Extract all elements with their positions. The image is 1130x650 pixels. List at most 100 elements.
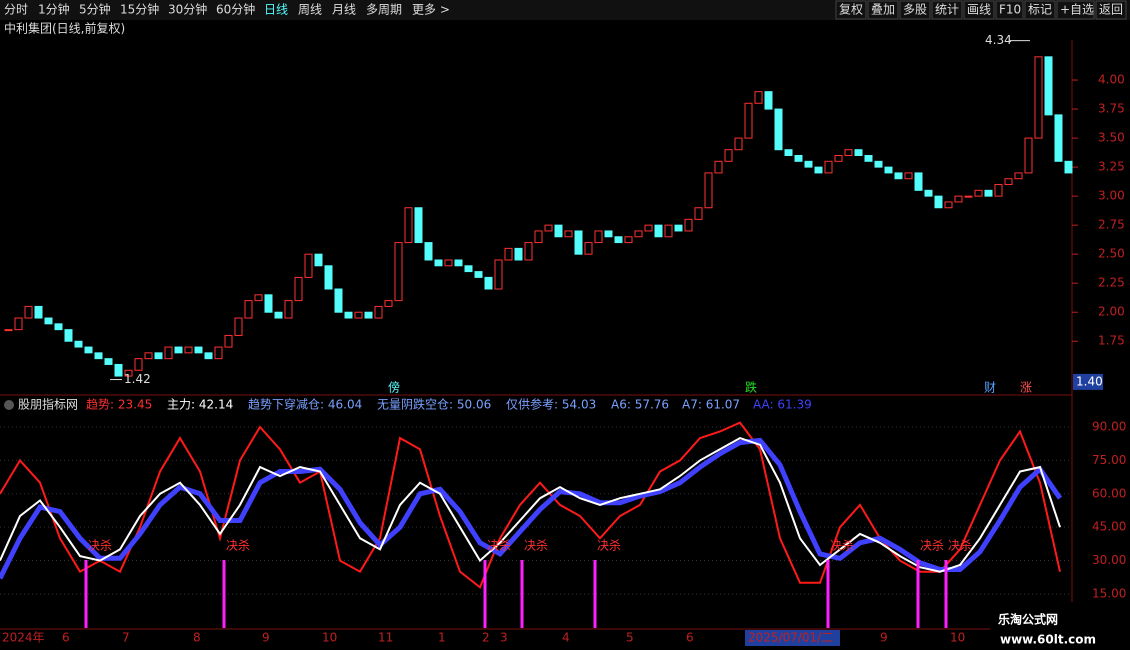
- candle: [934, 195, 943, 209]
- toolbar-button[interactable]: 5分钟: [79, 2, 111, 17]
- candle: [384, 300, 393, 307]
- legend-toggle[interactable]: [4, 400, 14, 410]
- x-tick-label: 9: [262, 631, 270, 645]
- high-label: 4.34: [985, 33, 1012, 47]
- toolbar-button[interactable]: 叠加: [871, 3, 895, 17]
- watermark-bg: [990, 602, 1130, 650]
- x-tick-label: 7: [122, 631, 130, 645]
- candle: [404, 207, 413, 244]
- candle: [1014, 172, 1023, 180]
- toolbar-button[interactable]: 60分钟: [216, 2, 255, 17]
- candle: [1034, 56, 1043, 139]
- event-marker: 跌: [745, 380, 757, 395]
- x-tick-label: 6: [686, 631, 694, 645]
- candle: [1044, 56, 1053, 116]
- x-tick-label: 11: [378, 631, 393, 645]
- y-tick-label: 2.00: [1098, 305, 1125, 319]
- candle: [184, 346, 193, 354]
- signal-label: 决杀: [597, 538, 621, 553]
- legend-item: 趋势: 23.45: [86, 398, 152, 412]
- candle: [334, 288, 343, 313]
- toolbar-button[interactable]: +自选: [1060, 3, 1094, 17]
- toolbar-button[interactable]: 日线: [264, 3, 288, 17]
- candle: [904, 172, 913, 180]
- legend-item: 无量阴跌空仓: 50.06: [377, 397, 491, 412]
- candle: [674, 224, 683, 232]
- candle: [984, 189, 993, 197]
- candle: [654, 224, 663, 238]
- toolbar-button-bg: [931, 0, 963, 20]
- x-tick-label: 1: [438, 631, 446, 645]
- toolbar-button-bg: [1095, 0, 1127, 20]
- current-price: 1.40: [1076, 374, 1103, 388]
- toolbar-button[interactable]: 分时: [4, 3, 28, 17]
- toolbar-button[interactable]: 15分钟: [120, 2, 159, 17]
- toolbar-button[interactable]: 更多 >: [412, 3, 450, 17]
- candle: [274, 311, 283, 319]
- candle: [4, 329, 13, 332]
- candle: [44, 317, 53, 325]
- signal-label: 决杀: [88, 538, 112, 553]
- toolbar-button[interactable]: 复权: [839, 3, 863, 17]
- toolbar-button-bg: [1024, 0, 1056, 20]
- y-tick-label: 1.75: [1098, 334, 1125, 348]
- candle: [104, 358, 113, 365]
- candle: [164, 346, 173, 360]
- candle: [614, 236, 623, 244]
- toolbar-button[interactable]: 30分钟: [168, 2, 207, 17]
- toolbar-button[interactable]: F10: [999, 3, 1021, 17]
- candle: [844, 149, 853, 157]
- toolbar-button[interactable]: 统计: [935, 3, 959, 17]
- toolbar-button[interactable]: 多周期: [366, 3, 402, 17]
- candle: [374, 305, 383, 319]
- candle: [524, 242, 533, 261]
- candle: [514, 247, 523, 261]
- y-tick-label: 2.75: [1098, 218, 1125, 232]
- legend-item: A7: 61.07: [682, 398, 740, 412]
- candle: [314, 253, 323, 267]
- legend-item: AA: 61.39: [753, 398, 812, 412]
- y-tick-label: 90.00: [1092, 420, 1126, 434]
- candle: [94, 352, 103, 360]
- candle: [194, 346, 203, 354]
- toolbar-button[interactable]: 画线: [967, 3, 991, 17]
- toolbar-button[interactable]: 周线: [298, 3, 322, 17]
- toolbar-button-bg: [867, 0, 899, 20]
- low-label: 1.42: [124, 372, 151, 386]
- candle: [354, 311, 363, 319]
- toolbar-button[interactable]: 1分钟: [38, 2, 70, 17]
- candle: [64, 329, 73, 342]
- candle: [434, 259, 443, 267]
- legend-item: 仅供参考: 54.03: [506, 397, 596, 412]
- candle: [264, 294, 273, 313]
- candle: [364, 311, 373, 319]
- x-tick-label: 2024年: [2, 631, 45, 645]
- toolbar-button[interactable]: 多股: [903, 3, 927, 17]
- x-tick-label: 4: [562, 631, 570, 645]
- candle: [1004, 178, 1013, 186]
- event-marker: 傍: [388, 380, 400, 395]
- date-highlight: [745, 630, 840, 646]
- candle: [964, 195, 973, 198]
- candle: [604, 230, 613, 238]
- candle: [464, 265, 473, 273]
- candle: [174, 346, 183, 354]
- candle: [1054, 114, 1063, 162]
- candle: [974, 189, 983, 197]
- toolbar-button[interactable]: 标记: [1028, 3, 1052, 17]
- indicator-line: [0, 437, 1063, 580]
- candle: [544, 224, 553, 232]
- candle: [794, 155, 803, 162]
- candle: [134, 358, 143, 371]
- candle: [944, 201, 953, 209]
- x-tick-label: 6: [62, 631, 70, 645]
- candle: [34, 305, 43, 319]
- x-tick-label: 8: [193, 631, 201, 645]
- candle: [764, 91, 773, 110]
- candle: [474, 271, 483, 278]
- candle: [154, 352, 163, 360]
- toolbar-button[interactable]: 月线: [332, 3, 356, 17]
- toolbar-button[interactable]: 返回: [1099, 3, 1123, 17]
- candle: [414, 207, 423, 244]
